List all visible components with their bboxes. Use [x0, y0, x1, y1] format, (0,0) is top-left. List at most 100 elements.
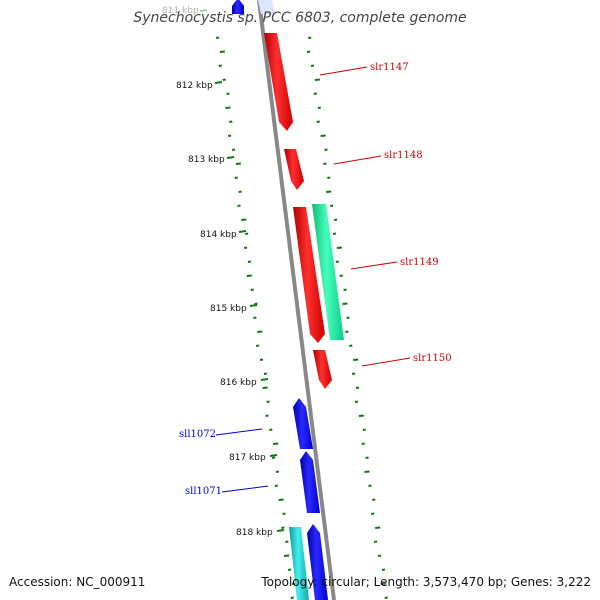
- gene-label-text[interactable]: slr1147: [370, 62, 409, 73]
- scale-mark-813: 813 kbp: [188, 155, 235, 165]
- gene-arrow-top-partial[interactable]: [232, 0, 244, 14]
- gene-label-slr1147[interactable]: slr1147: [319, 62, 409, 76]
- feature-bar-cyan: [289, 527, 309, 600]
- gc-dot: [365, 456, 369, 459]
- gc-dot: [377, 554, 382, 557]
- gene-arrow-sll1071[interactable]: [300, 451, 320, 513]
- gene-arrow-slr1150[interactable]: [313, 350, 332, 389]
- gc-dot: [238, 190, 242, 193]
- gene-label-text[interactable]: slr1150: [413, 353, 452, 364]
- gene-arrow-slr1148[interactable]: [284, 149, 304, 190]
- gene-arrow-slr1149[interactable]: [293, 207, 325, 343]
- gc-dot: [278, 498, 284, 501]
- gc-dot: [342, 302, 348, 305]
- gc-dot: [225, 106, 231, 109]
- feature-bar-green: [312, 204, 344, 340]
- scale-label-814: 814 kbp: [200, 230, 237, 240]
- gc-dot: [327, 176, 331, 179]
- gc-dot: [310, 64, 315, 67]
- gc-dot: [316, 120, 320, 123]
- gc-dot: [343, 288, 347, 291]
- gene-arrow-sll1072[interactable]: [293, 398, 313, 449]
- gene-label-slr1149[interactable]: slr1149: [350, 257, 439, 270]
- gc-dot: [269, 428, 273, 431]
- gc-dot: [231, 148, 236, 151]
- gc-dot: [275, 470, 280, 473]
- genome-backbone: [257, 0, 336, 600]
- gc-dot: [287, 568, 292, 571]
- gc-dot: [375, 526, 381, 529]
- gc-dot: [326, 190, 332, 193]
- gc-dot: [254, 302, 258, 305]
- gc-dot: [281, 526, 285, 529]
- gc-dot: [257, 330, 263, 333]
- scale-mark-811: 811 kbp: [162, 2, 218, 16]
- gc-dot: [351, 372, 356, 375]
- scale-label-818: 818 kbp: [236, 528, 273, 538]
- map-title: Synechocystis sp. PCC 6803, complete gen…: [133, 10, 466, 26]
- gene-label-slr1150[interactable]: slr1150: [361, 353, 452, 367]
- gc-dot: [265, 414, 269, 417]
- gene-label-text[interactable]: slr1148: [384, 150, 423, 161]
- gc-dot: [246, 274, 252, 277]
- scale-mark-817: 817 kbp: [229, 453, 278, 463]
- gene-label-text[interactable]: sll1072: [179, 429, 216, 440]
- gc-dot: [361, 442, 365, 445]
- gc-dot: [353, 358, 359, 361]
- scale-mark-818: 818 kbp: [236, 528, 285, 538]
- scale-label-812: 812 kbp: [176, 81, 213, 91]
- gene-label-slr1148[interactable]: slr1148: [333, 150, 423, 165]
- gc-dot: [330, 204, 334, 207]
- gene-label-sll1071[interactable]: sll1071: [185, 485, 269, 497]
- gc-dot: [245, 232, 249, 235]
- gc-content-track-right: [306, 36, 388, 599]
- accession-text: Accession: NC_000911: [9, 575, 145, 589]
- gc-dot: [368, 484, 372, 487]
- gc-dot: [290, 596, 294, 599]
- gc-dot: [324, 148, 328, 151]
- gc-dot: [364, 470, 370, 473]
- gc-dot: [219, 50, 225, 53]
- gc-dot: [372, 498, 376, 501]
- gc-dot: [263, 372, 268, 375]
- gc-dot: [243, 246, 248, 249]
- gc-dot: [274, 484, 278, 487]
- gc-dot: [380, 582, 386, 585]
- gc-dot: [291, 582, 296, 585]
- gc-dot: [285, 540, 289, 543]
- gc-dot: [335, 260, 339, 263]
- gc-dot: [313, 92, 317, 95]
- scale-label-813: 813 kbp: [188, 155, 225, 165]
- gc-dot: [354, 400, 359, 403]
- gc-dot: [373, 540, 378, 543]
- gene-label-text[interactable]: slr1149: [400, 257, 439, 268]
- gene-arrow-slr1147[interactable]: [264, 33, 293, 131]
- gc-dot: [384, 596, 388, 599]
- gene-label-text[interactable]: sll1071: [185, 486, 222, 497]
- gc-dot: [262, 386, 268, 389]
- gc-dot: [235, 162, 241, 165]
- gc-dot: [284, 554, 290, 557]
- gc-dot: [306, 50, 311, 53]
- gc-dot: [266, 400, 270, 403]
- gc-dot: [237, 204, 241, 207]
- gc-dot: [355, 386, 360, 389]
- feature-bar-lightblue: [258, 0, 275, 14]
- scale-mark-815: 815 kbp: [210, 304, 258, 314]
- gene-arrow-bottom-partial[interactable]: [307, 524, 328, 600]
- gc-dot: [282, 512, 286, 515]
- gc-dot: [229, 120, 233, 123]
- gc-dot: [271, 456, 276, 459]
- gc-dot: [320, 134, 326, 137]
- gc-content-track-left: [215, 36, 296, 599]
- gc-dot: [218, 64, 222, 67]
- gc-dot: [314, 78, 320, 81]
- gene-label-sll1072[interactable]: sll1072: [179, 428, 263, 440]
- scale-mark-816: 816 kbp: [220, 378, 269, 388]
- gc-dot: [362, 428, 366, 431]
- scale-label-815: 815 kbp: [210, 304, 247, 314]
- gc-dot: [227, 134, 232, 137]
- gc-dot: [317, 106, 321, 109]
- gc-dot: [255, 344, 260, 347]
- gc-dot: [358, 414, 364, 417]
